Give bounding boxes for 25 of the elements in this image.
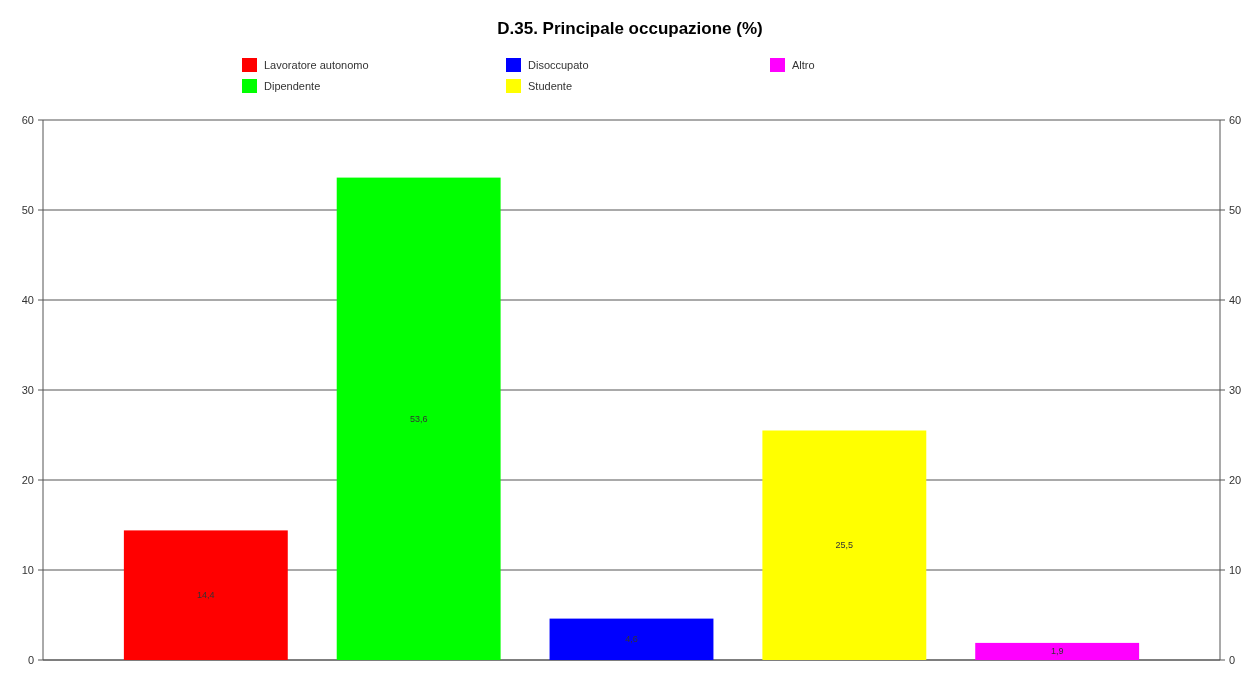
data-label: 4,6 <box>625 634 638 645</box>
legend-label: Altro <box>792 59 815 71</box>
y-tick-label: 20 <box>21 474 34 486</box>
legend-label: Lavoratore autonomo <box>264 59 369 71</box>
y-tick-label: 60 <box>21 114 34 126</box>
y2-tick-label: 10 <box>1229 564 1242 576</box>
y-tick-label: 30 <box>21 384 34 396</box>
legend-label: Dipendente <box>264 80 321 92</box>
y2-tick-label: 40 <box>1229 294 1242 306</box>
y-tick-label: 50 <box>21 204 34 216</box>
y-tick-label: 0 <box>27 654 34 666</box>
data-label: 25,5 <box>835 540 854 551</box>
chart-title: D.35. Principale occupazione (%) <box>497 19 763 38</box>
y-tick-label: 10 <box>21 564 34 576</box>
y2-tick-label: 30 <box>1229 384 1242 396</box>
y2-tick-label: 20 <box>1229 474 1242 486</box>
y2-tick-label: 60 <box>1229 114 1242 126</box>
legend-label: Disoccupato <box>528 59 589 71</box>
y-tick-label: 40 <box>21 294 34 306</box>
data-label: 53,6 <box>409 413 428 424</box>
y2-tick-label: 50 <box>1229 204 1242 216</box>
legend-label: Studente <box>528 80 573 92</box>
data-label: 14,4 <box>197 590 215 601</box>
data-label: 1,9 <box>1050 646 1064 657</box>
y2-tick-label: 0 <box>1229 654 1236 666</box>
